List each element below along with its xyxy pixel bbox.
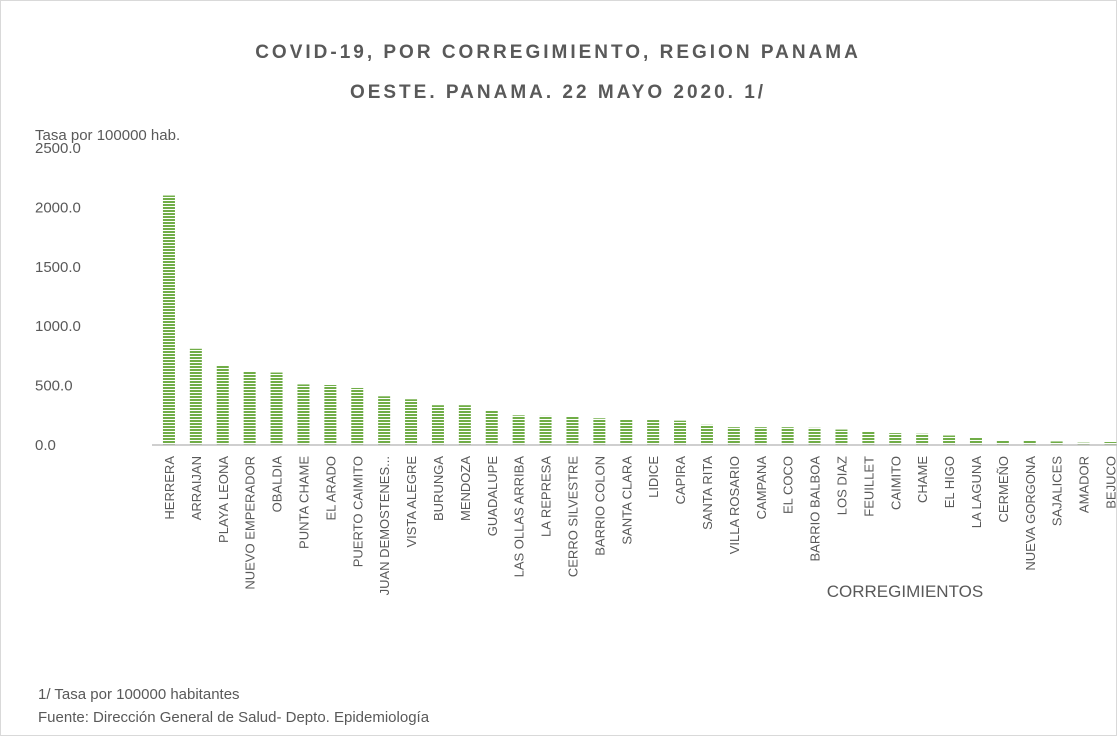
x-tick-label: SAJALICES: [1050, 456, 1065, 526]
chart-title: OESTE. PANAMA. 22 MAYO 2020. 1/: [350, 82, 766, 103]
bar: [405, 399, 418, 445]
bar: [485, 410, 498, 445]
bar: [862, 431, 875, 445]
bar: [889, 433, 902, 445]
bar: [754, 427, 767, 445]
x-tick-label: PUERTO CAIMITO: [350, 456, 365, 567]
bar: [243, 371, 256, 445]
bar: [943, 435, 956, 445]
x-tick-label: SANTA CLARA: [619, 456, 634, 545]
x-tick-label: ARRAIJAN: [189, 456, 204, 520]
bar: [727, 427, 740, 445]
x-tick-label: VILLA ROSARIO: [727, 456, 742, 554]
footnote: 1/ Tasa por 100000 habitantes: [38, 686, 240, 703]
bar: [216, 365, 229, 445]
y-tick-label: 1500.0: [35, 259, 81, 276]
x-tick-label: NUEVA GORGONA: [1023, 456, 1038, 571]
chart-title: COVID-19, POR CORREGIMIENTO, REGION PANA…: [255, 42, 861, 63]
x-tick-label: LOS DIAZ: [834, 456, 849, 515]
bar: [297, 384, 310, 445]
bar: [916, 433, 929, 445]
bar: [620, 419, 633, 445]
x-tick-label: BEJUCO: [1103, 456, 1117, 509]
x-tick-label: AMADOR: [1077, 456, 1092, 513]
bar: [512, 415, 525, 445]
bar: [378, 396, 391, 445]
x-tick-label: VISTA ALEGRE: [404, 456, 419, 548]
x-tick-label: CAPIRA: [673, 456, 688, 505]
x-tick-label: EL COCO: [781, 456, 796, 514]
bar: [1077, 442, 1090, 445]
y-tick-label: 2500.0: [35, 140, 81, 157]
x-tick-label: GUADALUPE: [485, 456, 500, 537]
x-tick-label: EL ARADO: [323, 456, 338, 521]
x-tick-label: BARRIO BALBOA: [808, 456, 823, 562]
bar: [162, 195, 175, 445]
x-tick-label: MENDOZA: [458, 456, 473, 521]
y-tick-label: 0.0: [35, 437, 56, 454]
x-tick-label: HERRERA: [162, 456, 177, 520]
y-tick-label: 500.0: [35, 378, 73, 395]
x-tick-label: CAIMITO: [888, 456, 903, 510]
bar: [431, 405, 444, 445]
bar: [351, 387, 364, 445]
bar: [458, 405, 471, 445]
x-tick-label: NUEVO EMPERADOR: [243, 456, 258, 590]
bar: [539, 415, 552, 445]
x-tick-label: CHAME: [915, 456, 930, 503]
bar: [700, 424, 713, 445]
y-tick-label: 2000.0: [35, 199, 81, 216]
bar: [808, 427, 821, 445]
x-tick-label: LAS OLLAS ARRIBA: [512, 456, 527, 578]
x-tick-label: LA REPRESA: [539, 456, 554, 537]
bar: [969, 437, 982, 445]
x-tick-label: EL HIGO: [942, 456, 957, 508]
y-tick-label: 1000.0: [35, 318, 81, 335]
footnote: Fuente: Dirección General de Salud- Dept…: [38, 709, 430, 726]
x-tick-label: BARRIO COLON: [592, 456, 607, 556]
x-tick-label: CERMEÑO: [996, 456, 1011, 522]
x-tick-label: JUAN DEMOSTENES...: [377, 456, 392, 595]
bar: [566, 416, 579, 445]
bar: [996, 440, 1009, 445]
x-tick-label: CERRO SILVESTRE: [565, 456, 580, 577]
bar: [1050, 441, 1063, 445]
x-axis-label: CORREGIMIENTOS: [827, 582, 983, 601]
x-tick-label: OBALDIA: [270, 456, 285, 513]
bar: [189, 348, 202, 445]
x-tick-label: SANTA RITA: [700, 456, 715, 530]
bar: [781, 427, 794, 445]
x-tick-label: PUNTA CHAME: [296, 456, 311, 549]
bar: [835, 429, 848, 445]
y-axis-label: Tasa por 100000 hab.: [35, 127, 180, 144]
x-tick-label: CAMPANA: [754, 456, 769, 520]
bar: [1023, 440, 1036, 445]
bar: [674, 420, 687, 445]
bar: [647, 420, 660, 445]
x-tick-label: PLAYA LEONA: [216, 456, 231, 543]
x-tick-label: FEUILLET: [861, 456, 876, 517]
bar: [324, 385, 337, 445]
x-tick-label: LIDICE: [646, 456, 661, 498]
bar: [1104, 442, 1117, 445]
x-tick-label: LA LAGUNA: [969, 456, 984, 529]
bar: [270, 372, 283, 445]
bar: [593, 418, 606, 445]
x-tick-label: BURUNGA: [431, 456, 446, 521]
